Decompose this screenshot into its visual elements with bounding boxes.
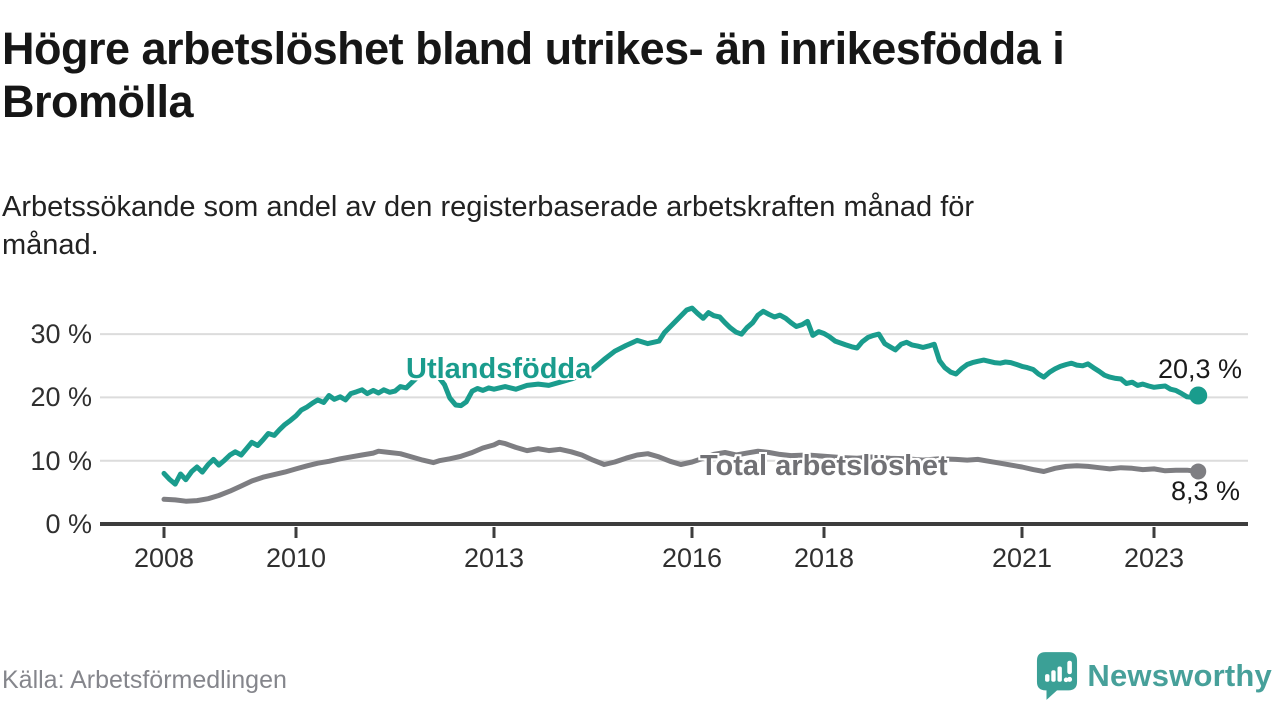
x-tick-label-2023: 2023	[1123, 543, 1185, 573]
y-tick-label-10: 10 %	[30, 445, 92, 476]
series-label-utlandsfodda: Utlandsfödda	[406, 353, 592, 385]
source-note: Källa: Arbetsförmedlingen	[2, 666, 287, 694]
x-tick-label-2008: 2008	[133, 543, 195, 573]
chart-subtitle-line-1: Arbetssökande som andel av den registerb…	[2, 191, 975, 223]
end-value-label-total: 8,3 %	[1170, 476, 1240, 506]
x-tick-label-2013: 2013	[463, 543, 525, 573]
y-tick-label-0: 0 %	[45, 509, 92, 539]
newsworthy-badge-icon	[1037, 652, 1078, 700]
end-dot-utlandsfodda	[1189, 386, 1208, 405]
y-tick-label-30: 30 %	[30, 319, 92, 350]
line-series-utlandsf-dda	[161, 305, 1201, 487]
chart-subtitle: Arbetssökande som andel av den registerb…	[2, 188, 1222, 264]
x-tick-label-2010: 2010	[265, 543, 327, 573]
newsworthy-wordmark: Newsworthy	[1087, 658, 1272, 693]
x-tick-label-2018: 2018	[793, 543, 855, 573]
line-series-total-arbetsl-shet	[161, 439, 1201, 504]
y-tick-label-20: 20 %	[30, 382, 92, 413]
x-tick-label-2021: 2021	[991, 543, 1053, 573]
page-title: Högre arbetslöshet bland utrikes- än inr…	[2, 22, 1252, 128]
end-dot-total	[1190, 463, 1207, 480]
x-tick-label-2016: 2016	[661, 543, 723, 573]
page-title-line-2: Bromölla	[2, 76, 194, 127]
page-title-line-1: Högre arbetslöshet bland utrikes- än inr…	[2, 23, 1065, 74]
series-label-total-arbetsloshet: Total arbetslöshet	[700, 450, 948, 482]
end-value-label-utlandsfodda: 20,3 %	[1157, 354, 1242, 384]
chart-subtitle-line-2: månad.	[2, 229, 99, 261]
newsworthy-logo: Newsworthy	[1036, 650, 1272, 702]
